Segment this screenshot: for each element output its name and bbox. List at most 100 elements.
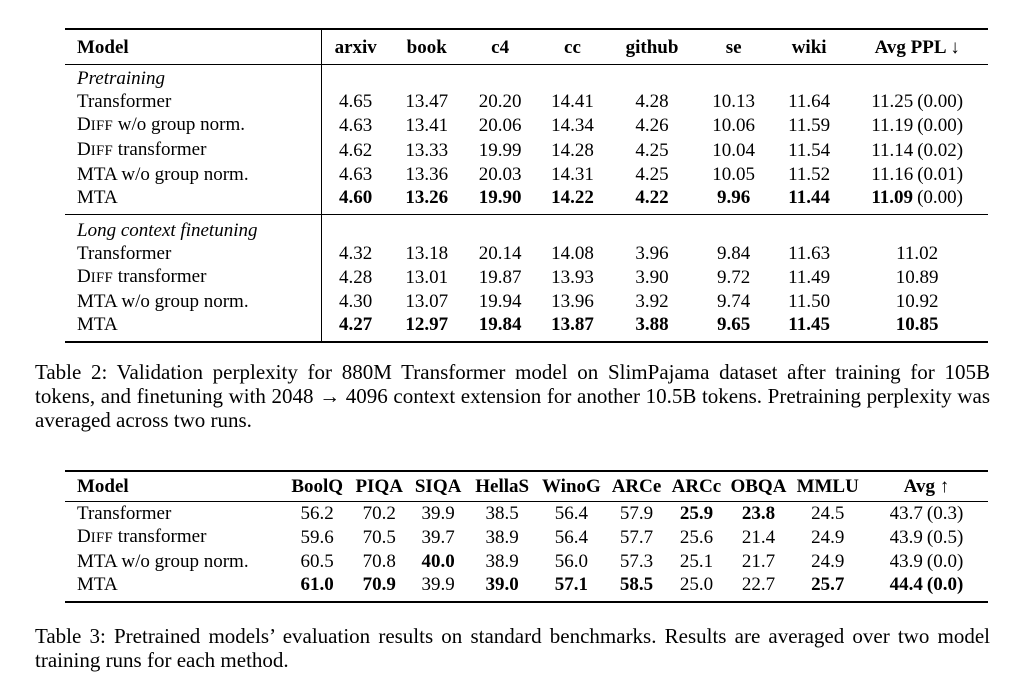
cell-book: 13.41 <box>390 113 464 138</box>
column-header-arcc: ARCc <box>666 471 727 502</box>
cell-value: 20.03 <box>478 164 522 185</box>
cell-value: 56.4 <box>554 503 589 524</box>
cell-value: 56.4 <box>554 527 589 548</box>
cell-wiki: 11.59 <box>772 113 846 138</box>
cell-arxiv: 4.60 <box>321 186 389 215</box>
cell-value: 3.90 <box>635 267 669 288</box>
model-name-cell: MTA w/o group norm. <box>77 551 249 572</box>
model-name-cell: Transformer <box>77 503 172 524</box>
cell-siqa: 39.9 <box>408 502 468 526</box>
cell-value: 25.1 <box>679 551 714 572</box>
cell-arxiv: 4.32 <box>321 242 389 265</box>
cell-mmlu: 25.7 <box>791 573 865 602</box>
cell-value: 44.4 <box>889 574 923 595</box>
cell-value: 70.5 <box>362 527 396 548</box>
cell-value: 25.0 <box>679 574 714 595</box>
cell-github: 4.25 <box>609 138 696 163</box>
cell-book: 13.18 <box>390 242 464 265</box>
cell-value: 43.7 <box>889 503 923 524</box>
cell-arcc: 25.0 <box>666 573 726 602</box>
table-row: MTA w/o group norm. 4.63 13.36 20.03 14.31 4.… <box>65 163 988 186</box>
cell-book: 12.97 <box>390 313 464 342</box>
cell-mmlu: 24.5 <box>791 502 865 526</box>
column-header-siqa: SIQA <box>408 471 469 502</box>
cell-value: 39.9 <box>421 503 455 524</box>
cell-wiki: 11.64 <box>772 90 846 113</box>
model-name-cell: MTA <box>77 574 118 595</box>
cell-value: 11.64 <box>788 91 831 112</box>
cell-avg: 43.9 (0.0) <box>865 550 988 573</box>
cell-arcc: 25.1 <box>666 550 726 573</box>
cell-mmlu: 24.9 <box>791 525 865 550</box>
cell-book: 13.47 <box>390 90 464 113</box>
cell-value: 11.16 <box>871 164 914 185</box>
cell-value: 11.02 <box>896 243 939 264</box>
cell-value: 13.87 <box>551 314 594 335</box>
table-row: DIFF transformer 59.6 70.5 39.7 38.9 56.4 57.7… <box>65 525 988 550</box>
cell-c4: 20.20 <box>464 90 536 113</box>
cell-book: 13.33 <box>390 138 464 163</box>
cell-piqa: 70.2 <box>350 502 408 526</box>
cell-cc: 14.34 <box>536 113 608 138</box>
cell-value: 57.1 <box>554 574 589 595</box>
cell-value: 4.28 <box>635 91 669 112</box>
cell-wiki: 11.50 <box>772 290 846 313</box>
table3-caption: Table 3: Pretrained models’ evaluation r… <box>35 624 990 672</box>
cell-siqa: 39.7 <box>408 525 468 550</box>
cell-c4: 19.84 <box>464 313 536 342</box>
cell-value: 39.7 <box>421 527 455 548</box>
cell-value: 13.93 <box>551 267 594 288</box>
model-name-cell: DIFF transformer <box>65 138 322 163</box>
cell-stddev-note: (0.5) <box>926 527 964 548</box>
model-name-cell: DIFF transformer <box>65 265 322 290</box>
cell-hellas: 38.5 <box>468 502 536 526</box>
cell-se: 10.06 <box>695 113 771 138</box>
cell-c4: 19.99 <box>464 138 536 163</box>
cell-cc: 13.96 <box>536 290 608 313</box>
cell-value: 3.92 <box>635 291 669 312</box>
cell-wiki: 11.45 <box>772 313 846 342</box>
section-row: Pretraining <box>65 64 988 90</box>
cell-value: 39.0 <box>485 574 519 595</box>
cell-value: 4.28 <box>339 267 373 288</box>
cell-value: 11.25 <box>871 91 914 112</box>
cell-avg-ppl: 10.89 <box>846 265 988 290</box>
cell-hellas: 39.0 <box>468 573 536 602</box>
cell-se: 9.72 <box>695 265 771 290</box>
column-header-avg: Avg ↑ <box>864 471 988 502</box>
column-header-obqa: OBQA <box>726 471 791 502</box>
cell-value: 70.8 <box>362 551 396 572</box>
cell-boolq: 59.6 <box>284 525 350 550</box>
cell-github: 4.26 <box>609 113 696 138</box>
cell-value: 14.34 <box>551 115 594 136</box>
cell-c4: 20.06 <box>464 113 536 138</box>
cell-value: 38.9 <box>485 527 519 548</box>
column-header-avg-ppl: Avg PPL ↓ <box>846 29 988 65</box>
cell-arce: 57.3 <box>607 550 667 573</box>
cell-value: 19.94 <box>478 291 522 312</box>
cell-mmlu: 24.9 <box>791 550 865 573</box>
cell-winog: 57.1 <box>536 573 606 602</box>
cell-avg: 44.4 (0.0) <box>865 573 988 602</box>
model-name-cell: Transformer <box>65 90 322 113</box>
cell-value: 20.20 <box>478 91 522 112</box>
cell-value: 20.06 <box>478 115 522 136</box>
cell-value: 14.31 <box>551 164 594 185</box>
benchmark-table-block: Model BoolQ PIQA SIQA HellaS WinoG ARCe ARCc OBQ… <box>65 470 988 603</box>
cell-value: 11.19 <box>871 115 914 136</box>
cell-value: 14.08 <box>551 243 594 264</box>
cell-stddev-note: (0.0) <box>926 551 964 572</box>
cell-avg-ppl: 11.25 (0.00) <box>846 90 988 113</box>
model-name-cell: DIFF transformer <box>77 526 207 547</box>
cell-c4: 20.03 <box>464 163 536 186</box>
cell-value: 19.99 <box>478 140 522 161</box>
cell-avg: 43.7 (0.3) <box>865 502 988 526</box>
model-name-cell: MTA <box>65 186 322 215</box>
table-row: DIFF w/o group norm. 4.63 13.41 20.06 14.34 4… <box>65 113 988 138</box>
cell-value: 14.41 <box>551 91 594 112</box>
column-header-wiki: wiki <box>771 29 847 65</box>
cell-arce: 58.5 <box>607 573 667 602</box>
cell-github: 3.92 <box>609 290 696 313</box>
cell-value: 24.9 <box>811 527 845 548</box>
